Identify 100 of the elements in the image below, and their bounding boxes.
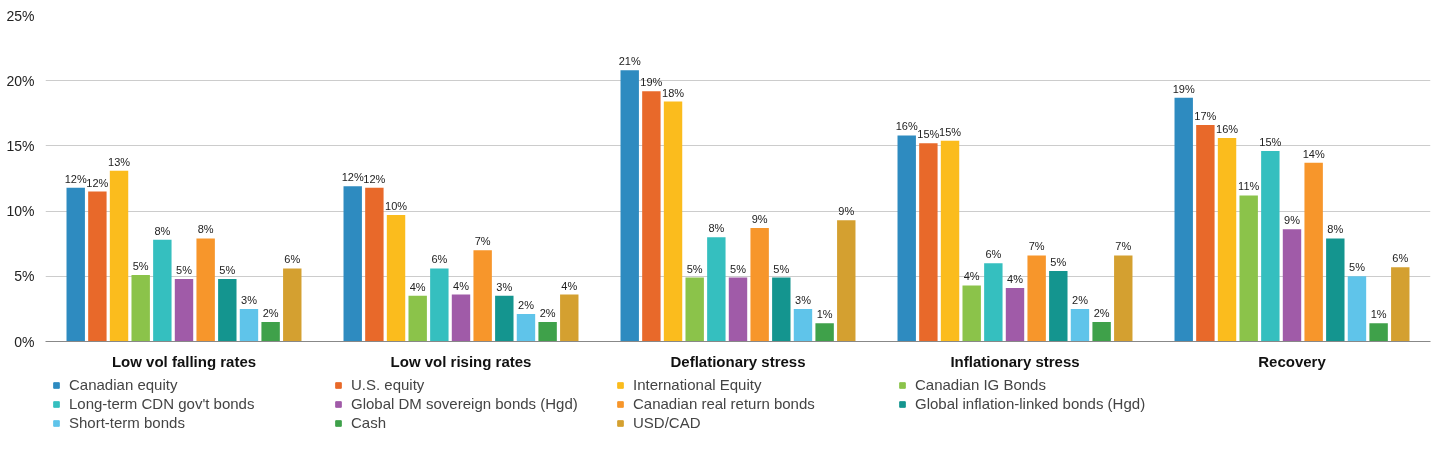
data-label: 14% <box>1302 147 1325 160</box>
bar <box>283 268 302 342</box>
bar <box>1196 125 1215 342</box>
data-label: 12% <box>64 172 87 185</box>
data-label: 2% <box>518 299 535 312</box>
data-label: 6% <box>1392 252 1409 265</box>
bar <box>239 308 259 342</box>
y-tick-label: 10% <box>6 203 35 220</box>
data-label: 7% <box>1028 240 1045 253</box>
bar <box>451 294 471 342</box>
data-label: 6% <box>284 253 301 266</box>
data-label: 5% <box>730 262 747 275</box>
data-label: 12% <box>86 176 109 189</box>
bar <box>1114 255 1133 342</box>
bar <box>750 228 769 342</box>
bar <box>473 250 492 342</box>
data-label: 8% <box>1327 223 1344 236</box>
data-label: 5% <box>686 262 703 275</box>
bar <box>897 135 916 342</box>
x-tick-label: Inflationary stress <box>950 352 1080 370</box>
data-label: 16% <box>895 120 918 133</box>
bar <box>1369 323 1388 342</box>
data-label: 5% <box>132 260 149 272</box>
y-tick-label: 0% <box>14 333 35 350</box>
bar <box>1239 195 1258 342</box>
data-label: 9% <box>751 213 768 226</box>
data-label: 8% <box>708 222 725 235</box>
bar <box>1391 267 1410 342</box>
data-label: 17% <box>1194 110 1217 123</box>
bar <box>261 321 280 342</box>
bar <box>1261 151 1280 342</box>
data-label: 5% <box>773 262 790 275</box>
data-label: 19% <box>640 76 663 89</box>
data-label: 2% <box>1093 306 1110 319</box>
bar <box>365 187 384 342</box>
bar <box>962 285 981 342</box>
legend-label: International Equity <box>633 376 763 393</box>
bar <box>815 323 834 342</box>
data-label: 3% <box>795 293 812 306</box>
legend-label: Cash <box>351 414 388 431</box>
data-label: 21% <box>618 55 641 68</box>
legend-label: USD/CAD <box>633 414 702 431</box>
data-label: 7% <box>474 235 491 248</box>
bar <box>1070 308 1090 342</box>
data-label: 8% <box>154 224 171 237</box>
bar <box>793 308 813 342</box>
bar <box>516 314 536 342</box>
bar <box>940 140 960 342</box>
bar <box>538 321 557 342</box>
legend-label: Global DM sovereign bonds (Hgd) <box>351 395 579 412</box>
bar <box>1347 276 1367 342</box>
data-label: 5% <box>1349 261 1366 274</box>
data-label: 3% <box>241 293 258 306</box>
data-label: 1% <box>816 308 833 321</box>
data-label: 11% <box>1238 180 1260 193</box>
bar <box>196 238 215 342</box>
bar <box>728 277 748 342</box>
bar <box>685 277 704 342</box>
bar <box>153 239 172 342</box>
data-label: 4% <box>453 279 470 292</box>
legend-label: Canadian equity <box>69 376 179 393</box>
data-label: 12% <box>363 172 386 185</box>
bar <box>174 278 194 342</box>
y-tick-label: 20% <box>6 72 35 89</box>
data-label: 2% <box>1072 293 1089 306</box>
bar <box>1027 255 1046 342</box>
bar <box>919 143 938 342</box>
data-label: 15% <box>917 128 940 141</box>
bar <box>1304 162 1323 342</box>
data-label: 2% <box>262 306 279 319</box>
bar <box>343 186 362 342</box>
bar <box>707 237 726 342</box>
bar <box>408 295 427 342</box>
data-label: 4% <box>561 279 578 292</box>
data-label: 19% <box>1172 82 1195 95</box>
bar <box>984 263 1003 342</box>
data-label: 13% <box>108 155 131 168</box>
legend-label: Canadian real return bonds <box>633 395 816 412</box>
data-label: 1% <box>1370 308 1387 321</box>
y-tick-label: 5% <box>14 268 35 285</box>
data-label: 7% <box>1115 240 1132 253</box>
bar <box>218 278 237 342</box>
data-label: 5% <box>1050 256 1067 269</box>
bar <box>560 294 579 342</box>
bar <box>663 101 683 342</box>
bar <box>66 187 85 342</box>
data-label: 6% <box>985 248 1002 261</box>
data-label: 3% <box>496 280 513 293</box>
data-label: 5% <box>219 263 236 276</box>
legend-label: Canadian IG Bonds <box>915 376 1047 393</box>
bar <box>837 220 856 342</box>
x-tick-label: Deflationary stress <box>670 352 806 370</box>
y-tick-label: 15% <box>6 137 35 154</box>
data-label: 10% <box>385 200 408 213</box>
data-label: 18% <box>662 86 685 99</box>
x-tick-label: Low vol rising rates <box>390 352 532 370</box>
data-label: 12% <box>341 171 364 184</box>
data-label: 16% <box>1216 123 1239 136</box>
legend-label: Short-term bonds <box>69 414 186 431</box>
bar <box>88 191 107 342</box>
